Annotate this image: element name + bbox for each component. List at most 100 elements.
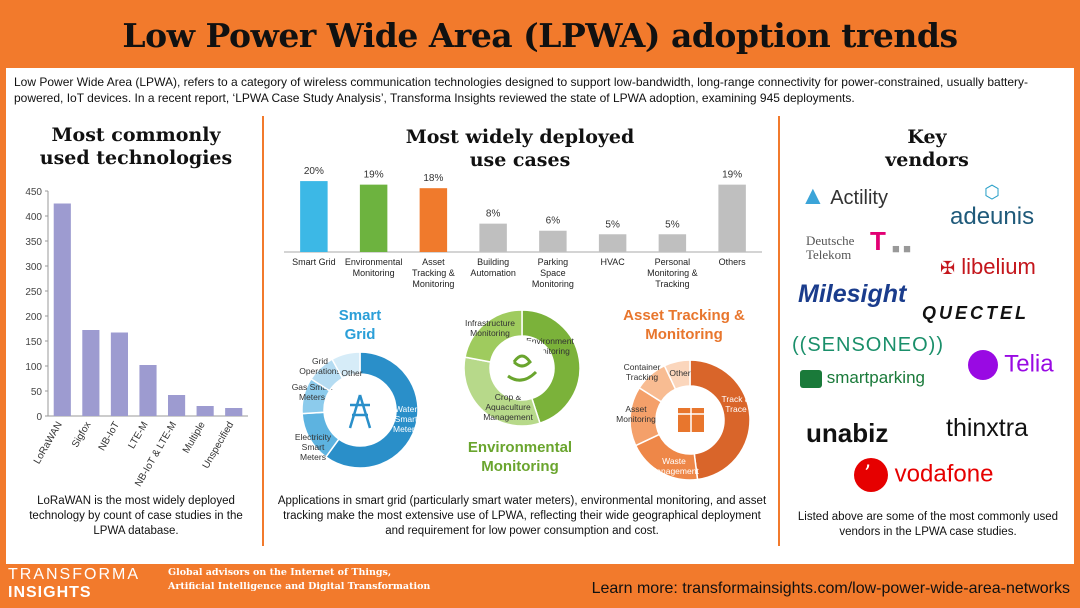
smart-grid-title: Smart: [339, 307, 382, 324]
tagline-line2: Artificial Intelligence and Digital Tran…: [168, 581, 431, 592]
category-label: Space: [540, 268, 566, 278]
telekom-t-icon: T: [870, 226, 886, 256]
environmental-segment-label: Aquaculture: [485, 402, 531, 412]
bar-multiple: [196, 406, 214, 416]
pylon-icon: [348, 394, 372, 429]
y-tick-label: 350: [25, 237, 42, 248]
y-tick-label: 300: [25, 262, 42, 273]
usecase-bar: [300, 181, 328, 252]
brand-line1: TRANSFORMA: [8, 566, 140, 583]
y-tick-label: 100: [25, 362, 42, 373]
bar-value-label: 5%: [605, 219, 620, 230]
smart-grid-segment-label: Meters: [299, 392, 325, 402]
y-tick-label: 400: [25, 212, 42, 223]
tech-section-title: Most commonly used technologies: [14, 124, 258, 170]
usecase-title-line2: use cases: [469, 149, 571, 171]
adeunis-logo-icon: ⬡: [984, 182, 1000, 202]
category-label: Monitoring: [532, 279, 574, 289]
category-label: Parking: [538, 257, 569, 267]
asset-segment-label: Monitoring: [616, 414, 656, 424]
environmental-segment: [521, 309, 581, 425]
x-tick-label: LTE-M: [126, 420, 150, 451]
smart-grid-segment-label: Electricity: [295, 432, 332, 442]
usecase-bar: [598, 234, 627, 252]
telia-logo-icon: [968, 350, 998, 380]
vendor-actility: ▲ Actility: [800, 180, 888, 210]
x-tick-label: LoRaWAN: [32, 420, 65, 466]
asset-segment-label: Other: [669, 368, 690, 378]
bar-lorawan: [53, 203, 71, 416]
footer-brand: TRANSFORMA INSIGHTS: [8, 566, 158, 604]
asset-segment-label: Management: [649, 466, 699, 476]
libelium-dragonfly-icon: ✠: [940, 258, 956, 278]
smart-grid-segment: [331, 351, 361, 380]
environmental-segment-label: Crop &: [495, 392, 522, 402]
smart-grid-segment-label: Grid: [312, 356, 328, 366]
vendor-adeunis: ⬡ adeunis: [950, 182, 1035, 230]
usecase-bar: [658, 234, 687, 252]
vendor-title-line1: Key: [907, 126, 947, 148]
category-label: Asset: [422, 257, 445, 267]
asset-segment-label: Asset: [625, 404, 647, 414]
vendor-sensoneo: ((SENSONEO)): [792, 334, 944, 356]
asset-segment: [689, 359, 751, 481]
smart-grid-segment-label: Other: [341, 368, 362, 378]
category-label: Monitoring: [412, 279, 454, 289]
environmental-title: Monitoring: [481, 458, 558, 475]
vendor-milesight: Milesight: [798, 280, 907, 308]
vendor-caption: Listed above are some of the most common…: [797, 511, 1059, 538]
divider-right: [778, 116, 780, 546]
smart-grid-segment: [324, 351, 419, 469]
bar-value-label: 6%: [546, 216, 561, 227]
asset-segment-label: Container: [624, 362, 661, 372]
asset-segment-label: Track &: [722, 394, 751, 404]
x-tick-label: NB-IoT: [97, 420, 122, 453]
actility-logo-icon: ▲: [800, 180, 826, 210]
smart-grid-segment-label: Water: [395, 404, 418, 414]
vendor-vodafone: ’ vodafone: [854, 458, 993, 492]
box-icon-tape: [678, 408, 704, 432]
x-tick-label: Multiple: [181, 420, 208, 456]
usecase-section-title: Most widely deployed use cases: [270, 126, 770, 172]
asset-segment-label: Waste: [662, 456, 686, 466]
usecase-title-line1: Most widely deployed: [405, 126, 635, 148]
category-label: Building: [477, 257, 509, 267]
hand-leaf-icon: [507, 354, 538, 382]
category-label: Smart Grid: [292, 257, 336, 267]
y-tick-label: 150: [25, 337, 42, 348]
bar-value-label: 20%: [304, 166, 324, 177]
smart-grid-segment-label: Meters: [300, 452, 326, 462]
smart-grid-center: [328, 378, 392, 442]
vendor-quectel: QUECTEL: [922, 303, 1030, 323]
donut-charts: WaterSmartMetersElectricitySmartMetersGa…: [292, 307, 751, 481]
bar-value-label: 8%: [486, 209, 501, 220]
vendor-section-title: Key vendors: [786, 126, 1068, 172]
vendor-libelium: ✠ libelium: [940, 254, 1036, 279]
category-label: Personal: [655, 257, 691, 267]
bar-value-label: 19%: [364, 170, 384, 181]
smart-grid-segment-label: Smart: [395, 414, 418, 424]
category-label: Tracking &: [412, 268, 455, 278]
intro-text: Low Power Wide Area (LPWA), refers to a …: [14, 75, 1029, 105]
usecase-bar: [479, 223, 507, 252]
asset-segment-label: Tracking: [626, 372, 659, 382]
bar-value-label: 18%: [423, 173, 443, 184]
tech-caption: LoRaWAN is the most widely deployed tech…: [29, 495, 243, 537]
vendor-title-line2: vendors: [885, 149, 969, 171]
learn-more-link[interactable]: Learn more: transformainsights.com/low-p…: [591, 580, 1070, 597]
smart-grid-segment-label: Meters: [393, 424, 419, 434]
vendor-unabiz: unabiz: [806, 418, 889, 448]
asset-segment-label: Trace: [725, 404, 747, 414]
y-tick-label: 250: [25, 287, 42, 298]
category-label: Environmental: [345, 257, 403, 267]
bar-unspecified: [225, 408, 243, 416]
smart-grid-segment-label: Gas Smart: [292, 382, 333, 392]
page-title: Low Power Wide Area (LPWA) adoption tren…: [122, 15, 958, 55]
environmental-title: Environmental: [468, 439, 572, 456]
divider-left: [262, 116, 264, 546]
brand-line2: INSIGHTS: [8, 584, 92, 601]
environmental-segment-label: Monitoring: [530, 346, 570, 356]
category-label: Monitoring &: [647, 268, 698, 278]
environmental-segment: [464, 309, 523, 363]
title-box: Low Power Wide Area (LPWA) adoption tren…: [12, 8, 1068, 62]
